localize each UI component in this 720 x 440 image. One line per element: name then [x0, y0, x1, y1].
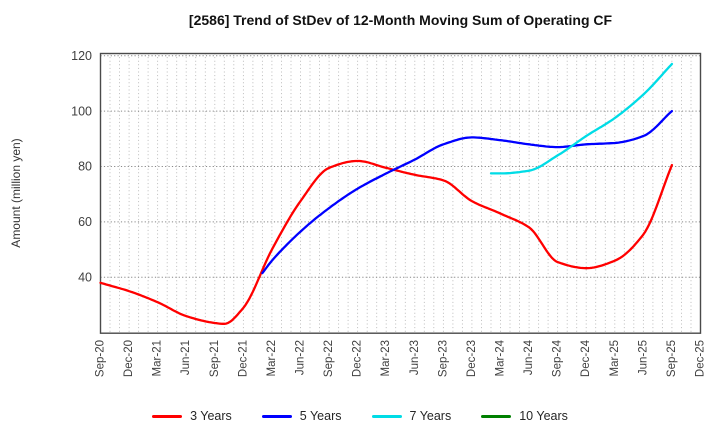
y-tick-label: 40 — [78, 271, 92, 285]
legend-line-swatch-10-years — [481, 414, 512, 418]
x-tick-label: Sep-24 — [552, 339, 564, 377]
x-tick-label: Jun-24 — [523, 339, 535, 375]
series-line-7-years — [489, 62, 674, 175]
legend-label-5-years: 5 Years — [299, 409, 342, 423]
x-tick-label: Jun-21 — [180, 340, 192, 375]
legend-line-swatch-3-years — [152, 414, 183, 418]
x-tick-label: Dec-22 — [352, 340, 364, 377]
chart-title: [2586] Trend of StDev of 12-Month Moving… — [188, 12, 613, 28]
legend-line-swatch-5-years — [261, 414, 292, 418]
legend: 3 Years 5 Years 7 Years 10 Years — [0, 409, 720, 423]
plot-area: 40 60 80 100 120 Sep-20 Dec-20 Mar-21 Jun-21 Sep-… — [71, 49, 707, 377]
legend-label-7-years: 7 Years — [409, 409, 452, 423]
x-tick-label: Sep-22 — [323, 340, 335, 377]
x-tick-label: Mar-23 — [380, 340, 392, 376]
x-tick-label: Dec-21 — [237, 340, 249, 377]
legend-item-10-years: 10 Years — [481, 409, 568, 423]
y-tick-label: 60 — [78, 215, 92, 229]
x-tick-label: Sep-25 — [666, 340, 678, 377]
plot-frame — [99, 52, 702, 334]
y-tick-label: 80 — [78, 160, 92, 174]
x-tick-label: Sep-23 — [437, 340, 449, 377]
x-tick-label: Mar-21 — [152, 340, 164, 376]
x-tick-label: Jun-25 — [637, 340, 649, 375]
legend-label-10-years: 10 Years — [519, 409, 568, 423]
x-tick-label: Dec-20 — [123, 340, 135, 377]
x-tick-label: Jun-23 — [409, 340, 421, 375]
x-tick-label: Sep-21 — [209, 340, 221, 377]
legend-line-swatch-7-years — [371, 414, 402, 418]
x-tick-label: Sep-20 — [95, 340, 107, 377]
x-tick-label: Dec-23 — [466, 340, 478, 377]
y-tick-label: 100 — [71, 104, 92, 118]
legend-label-3-years: 3 Years — [190, 409, 232, 423]
legend-item-5-years: 5 Years — [261, 409, 342, 423]
x-tick-label: Dec-25 — [695, 340, 707, 377]
x-tick-label: Mar-22 — [266, 340, 278, 376]
x-tick-label: Dec-24 — [580, 339, 592, 377]
x-tick-label: Mar-24 — [495, 339, 507, 376]
legend-item-7-years: 7 Years — [371, 409, 452, 423]
x-tick-label: Jun-22 — [295, 340, 307, 375]
x-tick-label: Mar-25 — [609, 340, 621, 376]
series-line-5-years — [261, 109, 674, 275]
series-line-3-years — [99, 159, 674, 325]
y-tick-label: 120 — [71, 49, 92, 63]
legend-item-3-years: 3 Years — [152, 409, 232, 423]
